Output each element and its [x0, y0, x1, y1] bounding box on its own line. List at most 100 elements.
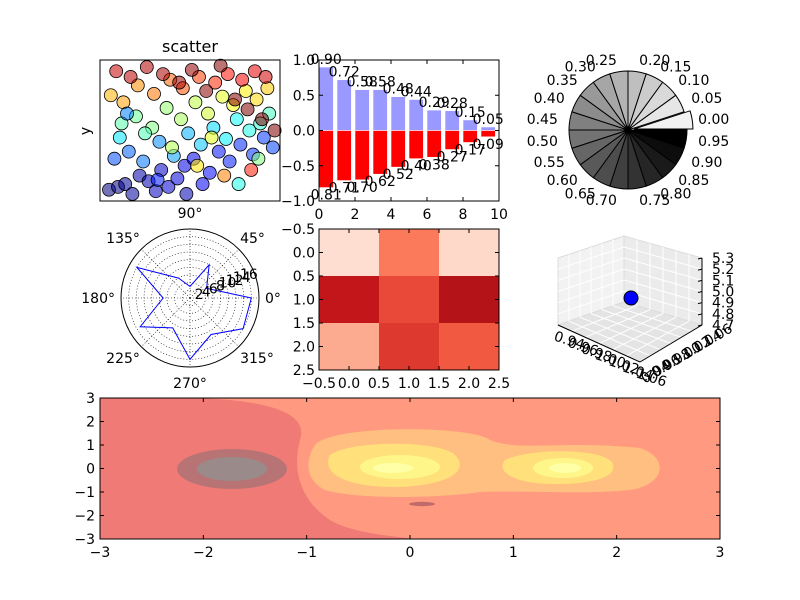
scatter-point — [229, 112, 244, 127]
heatmap-ytick-label: 0.0 — [293, 246, 315, 262]
pie-label: 0.00 — [698, 112, 729, 128]
scatter-point — [125, 187, 140, 201]
bar-ytick-label: 0.0 — [293, 124, 315, 140]
scatter3d-ztick-mark — [697, 268, 703, 271]
scatter-point — [260, 81, 275, 96]
scatter3d-ztick-mark — [697, 279, 703, 282]
contour-xtick-label: −3 — [90, 545, 111, 561]
bar — [426, 130, 442, 158]
bar-value-label: 0.58 — [347, 75, 378, 91]
polar-r-label: 14 — [233, 270, 251, 286]
contour-xtick-label: 0 — [406, 545, 415, 561]
heatmap-ytick-label: 1.0 — [293, 293, 315, 309]
heatmap-ytick-label: 2.0 — [293, 340, 315, 356]
scatter-point — [170, 171, 185, 186]
polar-theta-label: 225° — [106, 351, 140, 367]
scatter-point — [190, 158, 205, 173]
scatter-point — [138, 126, 152, 141]
polar-grid-ring — [151, 259, 229, 337]
bar-value-label: 0.52 — [383, 167, 414, 183]
contour-peak-b-core — [549, 463, 581, 473]
scatter-point — [228, 92, 242, 107]
contour-ytick-label: −1 — [74, 485, 95, 501]
scatter-point — [201, 106, 215, 121]
bar — [336, 130, 352, 181]
heatmap-cell — [319, 276, 380, 324]
heatmap-ytick-label: 0.5 — [293, 269, 315, 285]
bar — [390, 130, 406, 168]
polar-grid-ring — [136, 244, 244, 352]
heatmap-xtick-label: −0.5 — [302, 376, 336, 392]
bar-bars — [318, 66, 496, 188]
bar — [426, 109, 442, 131]
heatmap-cell — [379, 276, 440, 324]
bar-value-label: 0.44 — [401, 84, 432, 100]
pie-label: 0.65 — [565, 186, 596, 202]
bar-xtick-label: 8 — [459, 207, 468, 223]
contour-small-blob — [409, 501, 435, 507]
scatter-point — [195, 177, 210, 191]
contour-ytick-label: −3 — [74, 532, 95, 548]
polar-theta-label: 315° — [240, 351, 274, 367]
scatter3d-gridline — [612, 305, 692, 332]
scatter-point — [107, 151, 122, 166]
heatmap-xtick-label: 1.5 — [428, 376, 450, 392]
contour-xtick-label: 3 — [716, 545, 725, 561]
heatmap-panel: −0.5 0.0 0.5 1.0 1.5 2.0 2.5 −0.50.00.51.01.52… — [281, 222, 510, 392]
polar-grid-spoke — [189, 297, 240, 348]
bar-yticks: 1.0 0.5 0.0 −0.5 −1.0 — [281, 53, 499, 210]
pie-labels: 0.00 0.05 0.100.150.20 0.250.300.35 0.40 0.45… — [527, 53, 730, 209]
pie-label: 0.80 — [660, 186, 691, 202]
bar — [462, 130, 478, 143]
bar-xtick-label: 10 — [490, 207, 508, 223]
scatter-point — [188, 95, 203, 110]
bar-panel: 0.900.720.580.580.480.440.290.280.150.05… — [281, 52, 508, 223]
scatter3d-ztick-label: 5.1 — [712, 273, 734, 289]
bar — [408, 130, 424, 160]
bar-ytick-label: 1.0 — [293, 53, 315, 69]
heatmap-cell — [439, 276, 500, 324]
pie-wedges — [568, 70, 694, 190]
bar-value-label: 0.05 — [473, 112, 504, 128]
polar-grid-ring — [182, 290, 198, 306]
scatter-point — [244, 163, 259, 177]
scatter-point — [202, 165, 217, 180]
scatter3d-ztick-label: 5.3 — [712, 251, 734, 267]
pie-label: 0.05 — [691, 91, 722, 107]
contour-xtick-label: −1 — [296, 545, 317, 561]
bar-value-label: 0.40 — [401, 159, 432, 175]
pie-label: 0.70 — [586, 193, 617, 209]
pie-panel: 0.00 0.05 0.100.150.20 0.250.300.35 0.40 0.45… — [527, 53, 730, 209]
heatmap-cell — [439, 229, 500, 277]
scatter-point — [240, 102, 255, 117]
scatter-frame — [99, 59, 281, 202]
polar-theta-label: 45° — [240, 231, 265, 247]
bar-xtick-label: 6 — [423, 207, 432, 223]
pie-label: 0.55 — [534, 155, 565, 171]
heatmap-xtick-label: 2.0 — [458, 376, 480, 392]
scatter-point — [258, 70, 273, 84]
bar-value-label: 0.17 — [455, 142, 486, 158]
polar-r-label: 12 — [226, 273, 244, 289]
scatter-point — [120, 106, 134, 121]
scatter-point — [184, 62, 199, 77]
heatmap-xticks: −0.5 0.0 0.5 1.0 1.5 2.0 2.5 — [302, 229, 510, 392]
contour-fill — [100, 398, 720, 539]
pie-label: 0.20 — [639, 53, 670, 69]
scatter-point — [109, 64, 124, 79]
contour-ytick-label: 3 — [86, 391, 95, 407]
bar-value-labels: 0.900.720.580.580.480.440.290.280.150.05… — [311, 52, 504, 204]
polar-theta-label: 270° — [173, 376, 207, 392]
polar-theta-label: 135° — [106, 231, 140, 247]
polar-theta-label: 90° — [178, 206, 203, 222]
pie-label: 0.95 — [698, 134, 729, 150]
scatter-point — [172, 75, 187, 90]
scatter-point — [136, 154, 151, 169]
scatter3d-ztick-label: 4.7 — [712, 318, 734, 334]
scatter-point — [156, 67, 170, 81]
polar-series — [135, 263, 252, 361]
scatter3d-ztick-mark — [697, 324, 703, 327]
scatter3d-ztick-label: 5.2 — [712, 262, 734, 278]
contour-min-inner — [197, 457, 267, 481]
